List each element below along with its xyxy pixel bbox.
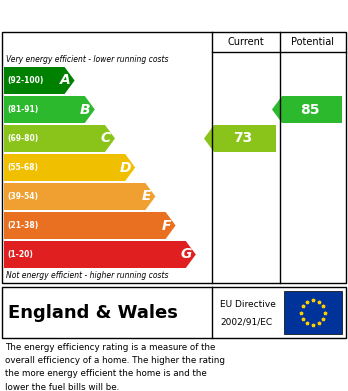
Text: (39-54): (39-54) (7, 192, 38, 201)
Polygon shape (4, 183, 156, 210)
Text: Potential: Potential (292, 37, 334, 47)
Text: (69-80): (69-80) (7, 134, 38, 143)
Text: G: G (180, 248, 192, 262)
Text: 2002/91/EC: 2002/91/EC (220, 318, 272, 327)
Text: The energy efficiency rating is a measure of the
overall efficiency of a home. T: The energy efficiency rating is a measur… (5, 343, 225, 391)
Polygon shape (4, 67, 74, 94)
Text: Very energy efficient - lower running costs: Very energy efficient - lower running co… (6, 54, 168, 63)
Text: A: A (60, 74, 71, 88)
Polygon shape (4, 241, 196, 268)
Text: Energy Efficiency Rating: Energy Efficiency Rating (10, 7, 220, 23)
Text: (1-20): (1-20) (7, 250, 33, 259)
Text: (81-91): (81-91) (7, 105, 38, 114)
Polygon shape (4, 154, 135, 181)
Polygon shape (4, 212, 176, 239)
Text: 73: 73 (234, 131, 253, 145)
Text: F: F (162, 219, 172, 233)
Polygon shape (4, 96, 95, 123)
Text: D: D (120, 160, 131, 174)
Polygon shape (204, 125, 276, 152)
Text: B: B (80, 102, 91, 117)
Text: 85: 85 (300, 102, 320, 117)
Text: Not energy efficient - higher running costs: Not energy efficient - higher running co… (6, 271, 168, 280)
Text: (21-38): (21-38) (7, 221, 38, 230)
Text: England & Wales: England & Wales (8, 303, 178, 321)
Text: C: C (101, 131, 111, 145)
Text: (55-68): (55-68) (7, 163, 38, 172)
Bar (284, 291, 342, 334)
Text: EU Directive: EU Directive (220, 300, 276, 309)
Polygon shape (272, 96, 342, 123)
Polygon shape (4, 125, 115, 152)
Text: Current: Current (228, 37, 264, 47)
Text: E: E (142, 190, 151, 203)
Text: (92-100): (92-100) (7, 76, 44, 85)
